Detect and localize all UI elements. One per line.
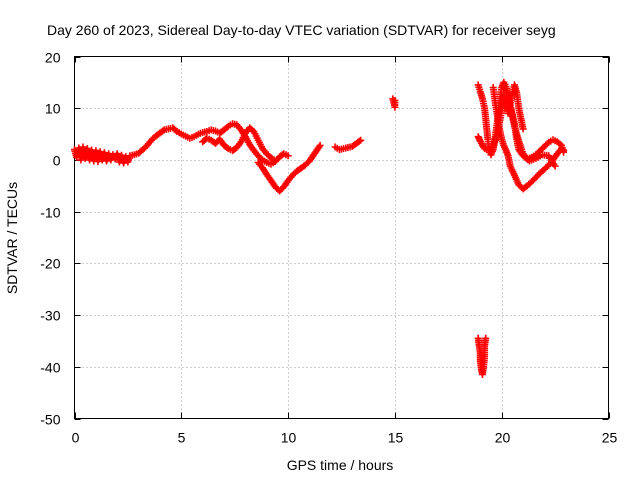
y-tick-label: -30 xyxy=(40,308,60,324)
data-point-marker xyxy=(551,162,559,170)
y-tick-label: 10 xyxy=(45,101,61,117)
data-point-marker xyxy=(270,156,278,164)
data-point-marker xyxy=(482,334,490,342)
axis-ticks xyxy=(74,56,610,420)
x-tick-label: 20 xyxy=(495,430,511,446)
x-tick-label: 15 xyxy=(388,430,404,446)
data-point-marker xyxy=(316,141,324,149)
x-tick-label: 0 xyxy=(72,430,80,446)
y-tick-label: 0 xyxy=(53,153,61,169)
data-point-marker xyxy=(355,137,363,145)
y-tick-label: -50 xyxy=(40,412,60,428)
y-axis-tick-labels: 20 10 0 -10 -20 -30 -40 -50 xyxy=(40,50,60,428)
y-tick-label: -10 xyxy=(40,205,60,221)
x-axis-tick-labels: 0 5 10 15 20 25 xyxy=(72,430,618,446)
data-point-marker xyxy=(357,136,365,144)
data-point-marker xyxy=(560,147,568,155)
chart-title: Day 260 of 2023, Sidereal Day-to-day VTE… xyxy=(47,22,556,38)
data-points xyxy=(71,78,568,378)
data-point-marker xyxy=(559,146,567,154)
y-axis-label: SDTVAR / TECUs xyxy=(4,182,20,294)
y-tick-label: -20 xyxy=(40,256,60,272)
x-tick-label: 5 xyxy=(178,430,186,446)
data-point-marker xyxy=(172,126,180,134)
y-tick-label: -40 xyxy=(40,360,60,376)
data-point-marker xyxy=(519,125,527,133)
x-tick-label: 25 xyxy=(602,430,618,446)
data-point-marker xyxy=(391,97,399,104)
grid-lines xyxy=(74,56,609,419)
plot-area-frame xyxy=(74,56,609,419)
x-axis-label: GPS time / hours xyxy=(287,457,394,473)
data-point-marker xyxy=(284,152,292,160)
data-point-marker xyxy=(271,157,279,165)
x-tick-label: 10 xyxy=(281,430,297,446)
data-point-marker xyxy=(257,155,265,162)
y-tick-label: 20 xyxy=(45,50,61,66)
